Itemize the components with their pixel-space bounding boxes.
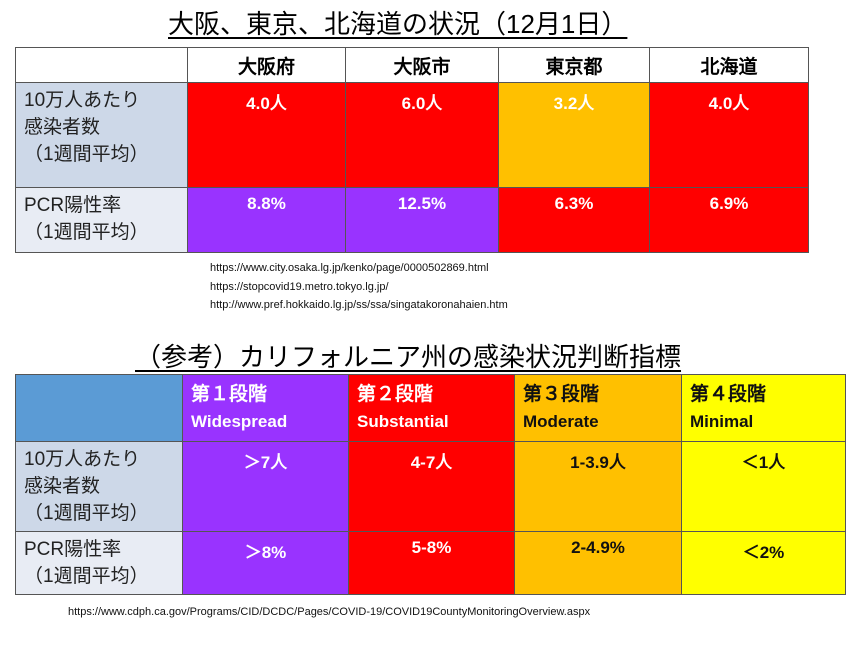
japan-status-table: 大阪府 大阪市 東京都 北海道 10万人あたり 感染者数 （1週間平均） 4.0… bbox=[15, 47, 809, 253]
row-label-line: PCR陽性率 bbox=[24, 195, 122, 216]
value-cell: 4.0人 bbox=[649, 82, 809, 188]
value-cell: 8.8% bbox=[187, 187, 346, 253]
stage-name: 第３段階 bbox=[523, 384, 600, 405]
source-link[interactable]: http://www.pref.hokkaido.lg.jp/ss/ssa/si… bbox=[210, 299, 508, 311]
empty-header-cell bbox=[15, 47, 188, 83]
stage-english: Moderate bbox=[523, 412, 599, 431]
threshold-cell: 4-7人 bbox=[348, 441, 515, 532]
stage-english: Minimal bbox=[690, 412, 754, 431]
california-tier-table: 第１段階 Widespread 第２段階 Substantial 第３段階 Moder… bbox=[15, 374, 846, 595]
threshold-cell: 1-3.9人 bbox=[514, 441, 682, 532]
value-cell: 6.0人 bbox=[345, 82, 499, 188]
stage-english: Widespread bbox=[191, 412, 288, 431]
stage-english: Substantial bbox=[357, 412, 449, 431]
column-header: 大阪市 bbox=[345, 47, 499, 83]
table-row: 10万人あたり 感染者数 （1週間平均） 4.0人 6.0人 3.2人 4.0人 bbox=[15, 82, 809, 188]
column-header: 北海道 bbox=[649, 47, 809, 83]
table-header-row: 第１段階 Widespread 第２段階 Substantial 第３段階 Moder… bbox=[15, 374, 846, 442]
empty-header-cell bbox=[15, 374, 183, 442]
table-header-row: 大阪府 大阪市 東京都 北海道 bbox=[15, 47, 809, 83]
stage-name: 第２段階 bbox=[357, 384, 434, 405]
row-label: PCR陽性率 （1週間平均） bbox=[15, 187, 188, 253]
value-cell: 6.9% bbox=[649, 187, 809, 253]
stage-name: 第１段階 bbox=[191, 384, 268, 405]
row-label-line: PCR陽性率 bbox=[24, 539, 122, 560]
stage-header: 第１段階 Widespread bbox=[182, 374, 349, 442]
threshold-cell: 2-4.9% bbox=[514, 531, 682, 595]
row-label: 10万人あたり 感染者数 （1週間平均） bbox=[15, 82, 188, 188]
row-label-line: 感染者数 bbox=[24, 117, 101, 138]
value-cell: 3.2人 bbox=[498, 82, 650, 188]
source-link[interactable]: https://www.cdph.ca.gov/Programs/CID/DCD… bbox=[68, 606, 591, 618]
title-japan-status: 大阪、東京、北海道の状況（12月1日） bbox=[168, 9, 628, 39]
title-california-reference: （参考）カリフォルニア州の感染状況判断指標 bbox=[135, 342, 682, 372]
table-row: PCR陽性率 （1週間平均） ＞8% 5-8% 2-4.9% ＜2% bbox=[15, 531, 846, 595]
column-header: 大阪府 bbox=[187, 47, 346, 83]
row-label-line: （1週間平均） bbox=[24, 503, 149, 524]
threshold-cell: ＞8% bbox=[182, 531, 349, 595]
threshold-cell: ＞7人 bbox=[182, 441, 349, 532]
source-link[interactable]: https://www.city.osaka.lg.jp/kenko/page/… bbox=[210, 262, 489, 274]
table-row: PCR陽性率 （1週間平均） 8.8% 12.5% 6.3% 6.9% bbox=[15, 187, 809, 253]
row-label-line: （1週間平均） bbox=[24, 566, 149, 587]
source-link[interactable]: https://stopcovid19.metro.tokyo.lg.jp/ bbox=[210, 281, 389, 293]
row-label-line: 10万人あたり bbox=[24, 449, 141, 470]
row-label-line: （1週間平均） bbox=[24, 144, 149, 165]
column-header: 東京都 bbox=[498, 47, 650, 83]
row-label: 10万人あたり 感染者数 （1週間平均） bbox=[15, 441, 183, 532]
stage-name: 第４段階 bbox=[690, 384, 767, 405]
stage-header: 第２段階 Substantial bbox=[348, 374, 515, 442]
table-row: 10万人あたり 感染者数 （1週間平均） ＞7人 4-7人 1-3.9人 ＜1人 bbox=[15, 441, 846, 532]
row-label: PCR陽性率 （1週間平均） bbox=[15, 531, 183, 595]
value-cell: 12.5% bbox=[345, 187, 499, 253]
stage-header: 第４段階 Minimal bbox=[681, 374, 846, 442]
row-label-line: （1週間平均） bbox=[24, 222, 149, 243]
threshold-cell: 5-8% bbox=[348, 531, 515, 595]
threshold-cell: ＜1人 bbox=[681, 441, 846, 532]
stage-header: 第３段階 Moderate bbox=[514, 374, 682, 442]
value-cell: 4.0人 bbox=[187, 82, 346, 188]
value-cell: 6.3% bbox=[498, 187, 650, 253]
row-label-line: 感染者数 bbox=[24, 476, 101, 497]
threshold-cell: ＜2% bbox=[681, 531, 846, 595]
row-label-line: 10万人あたり bbox=[24, 90, 141, 111]
